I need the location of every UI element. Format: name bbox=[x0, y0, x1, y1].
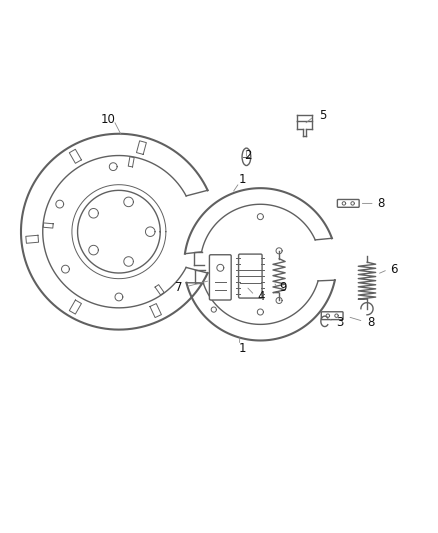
Text: 5: 5 bbox=[319, 109, 326, 122]
Text: 10: 10 bbox=[101, 113, 116, 126]
Text: 7: 7 bbox=[175, 281, 183, 294]
FancyBboxPatch shape bbox=[321, 312, 343, 320]
FancyBboxPatch shape bbox=[209, 255, 231, 300]
FancyBboxPatch shape bbox=[239, 254, 262, 298]
Text: 6: 6 bbox=[390, 263, 398, 276]
Text: 9: 9 bbox=[279, 281, 287, 294]
Text: 3: 3 bbox=[336, 316, 344, 329]
FancyBboxPatch shape bbox=[337, 199, 359, 207]
Text: 1: 1 bbox=[238, 342, 246, 355]
Text: 1: 1 bbox=[238, 173, 246, 186]
Text: 4: 4 bbox=[257, 289, 265, 303]
Text: 8: 8 bbox=[367, 316, 375, 329]
Text: 2: 2 bbox=[244, 149, 252, 161]
Ellipse shape bbox=[242, 148, 251, 166]
Text: 8: 8 bbox=[377, 197, 385, 210]
